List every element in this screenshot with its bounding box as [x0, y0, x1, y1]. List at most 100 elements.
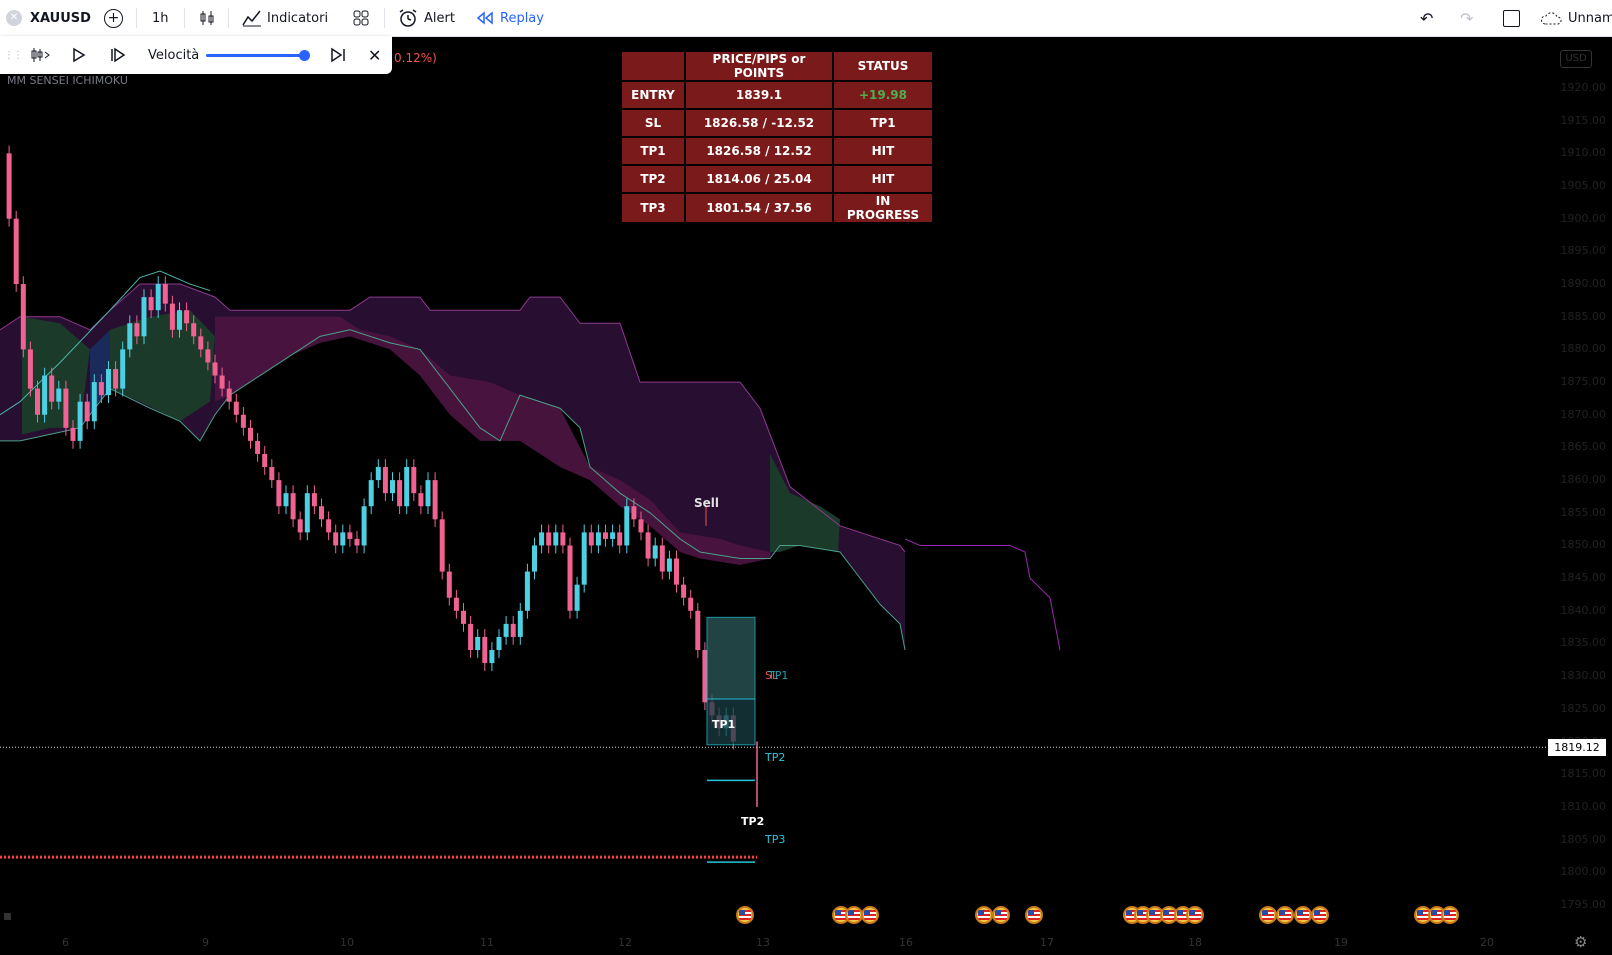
us-flag-icon[interactable]: [1294, 906, 1312, 924]
rewind-icon: [476, 11, 493, 25]
interval-label: 1h: [152, 10, 169, 26]
speed-slider[interactable]: [206, 36, 310, 74]
indicators-button[interactable]: Indicatori: [242, 0, 328, 36]
entry-zone-box: [706, 616, 756, 700]
symbol-search[interactable]: ✕ XAUUSD: [6, 0, 91, 36]
step-forward-icon: [111, 47, 126, 63]
close-replay-button[interactable]: ✕: [368, 36, 381, 74]
alert-label: Alert: [424, 10, 455, 26]
current-price-tag: 1819.12: [1548, 739, 1606, 757]
top-toolbar: ✕ XAUUSD + 1h Indicatori Alert Replay ↶ …: [0, 0, 1612, 37]
scroll-marker[interactable]: [4, 913, 11, 920]
fullscreen-button[interactable]: [1503, 0, 1520, 36]
candle-body: [439, 519, 445, 572]
time-axis[interactable]: 6 9 10 11 12 13 16 17 18 19 20: [0, 930, 1612, 955]
time-tick-label: 9: [202, 936, 209, 949]
candle-body: [297, 519, 303, 533]
candle-body: [177, 310, 182, 330]
candle-body: [652, 545, 658, 559]
undo-button[interactable]: ↶: [1420, 0, 1433, 36]
us-flag-icon[interactable]: [1276, 906, 1294, 924]
candle-body: [240, 414, 246, 428]
candle-body: [333, 532, 339, 546]
select-bar-button[interactable]: [30, 36, 52, 74]
jump-to-realtime-button[interactable]: [330, 36, 346, 74]
candle-body: [127, 323, 133, 350]
candle-body: [610, 532, 616, 539]
candle-body: [603, 532, 608, 539]
us-flag-icon[interactable]: [736, 906, 754, 924]
time-tick-label: 11: [480, 936, 494, 949]
us-flag-icon[interactable]: [975, 906, 993, 924]
us-flag-icon[interactable]: [1441, 906, 1459, 924]
candle-body: [382, 467, 388, 494]
candle-body: [702, 650, 708, 703]
candle-body: [418, 493, 424, 507]
candle-body: [98, 382, 104, 396]
replay-button[interactable]: Replay: [476, 0, 544, 36]
candle-body: [290, 493, 296, 520]
time-tick-label: 12: [618, 936, 632, 949]
row-label: TP3: [620, 192, 686, 224]
time-tick-label: 6: [62, 936, 69, 949]
row-status: +19.98: [832, 80, 934, 110]
price-tick-label: 1825.00: [1560, 701, 1607, 715]
compare-button[interactable]: +: [104, 0, 123, 36]
templates-button[interactable]: [352, 0, 370, 36]
candle-body: [688, 597, 694, 611]
us-flag-icon[interactable]: [992, 906, 1010, 924]
candle-body: [42, 375, 48, 415]
price-axis[interactable]: USD 1920.00 1915.00 1910.00 1905.00 1900.00 1…: [1548, 40, 1612, 930]
candle-body: [695, 610, 701, 651]
time-tick-label: 19: [1334, 936, 1348, 949]
interval-button[interactable]: 1h: [152, 0, 169, 36]
candle-body: [461, 610, 466, 624]
chart-type-button[interactable]: [198, 0, 216, 36]
price-tick-label: 1910.00: [1560, 146, 1607, 160]
price-chart[interactable]: [0, 40, 1548, 930]
tp1-hit-marker: TP1: [712, 718, 736, 731]
table-row: TP2 1814.06 / 25.04 HIT: [620, 164, 934, 194]
settings-button[interactable]: ⚙: [1574, 933, 1587, 951]
us-flag-icon[interactable]: [861, 906, 879, 924]
candle-body: [276, 480, 282, 507]
currency-badge[interactable]: USD: [1560, 50, 1592, 68]
play-button[interactable]: [72, 36, 86, 74]
table-header: PRICE/PIPS or POINTS: [684, 50, 834, 82]
alert-button[interactable]: Alert: [398, 0, 455, 36]
redo-button[interactable]: ↷: [1460, 0, 1473, 36]
candle-body: [595, 532, 601, 546]
drag-handle[interactable]: ⋮⋮: [4, 36, 23, 74]
candle-body: [482, 636, 488, 664]
candle-body: [375, 467, 381, 481]
tp2-tag: TP2: [765, 751, 786, 764]
gear-icon: ⚙: [1574, 933, 1588, 951]
candle-body: [49, 375, 55, 402]
candle-body: [681, 584, 687, 598]
us-flag-icon[interactable]: [1186, 906, 1204, 924]
layout-button[interactable]: Unname: [1540, 0, 1612, 36]
row-status: IN PROGRESS: [832, 192, 934, 224]
indicator-legend[interactable]: MM SENSEI ICHIMOKU: [7, 74, 128, 87]
us-flag-icon[interactable]: [1311, 906, 1329, 924]
candle-body: [588, 532, 594, 546]
us-flag-icon[interactable]: [1259, 906, 1277, 924]
undo-icon: ↶: [1420, 8, 1434, 28]
speed-slider-track: [206, 49, 310, 61]
speed-slider-knob[interactable]: [299, 49, 310, 61]
candle-body: [645, 532, 651, 559]
price-tick-label: 1915.00: [1560, 113, 1607, 127]
candle-body: [361, 506, 367, 546]
candle-body: [659, 545, 665, 572]
speed-slider-fill: [206, 53, 304, 57]
candle-body: [553, 532, 559, 546]
candle-body: [390, 480, 395, 494]
alarm-clock-icon: [399, 9, 417, 27]
price-tick-label: 1830.00: [1560, 669, 1607, 683]
candle-body: [574, 584, 580, 611]
us-flag-icon[interactable]: [1025, 906, 1043, 924]
step-forward-button[interactable]: [110, 36, 126, 74]
symbol-label: XAUUSD: [30, 10, 91, 26]
candle-body: [148, 297, 154, 311]
price-tick-label: 1800.00: [1560, 865, 1607, 879]
